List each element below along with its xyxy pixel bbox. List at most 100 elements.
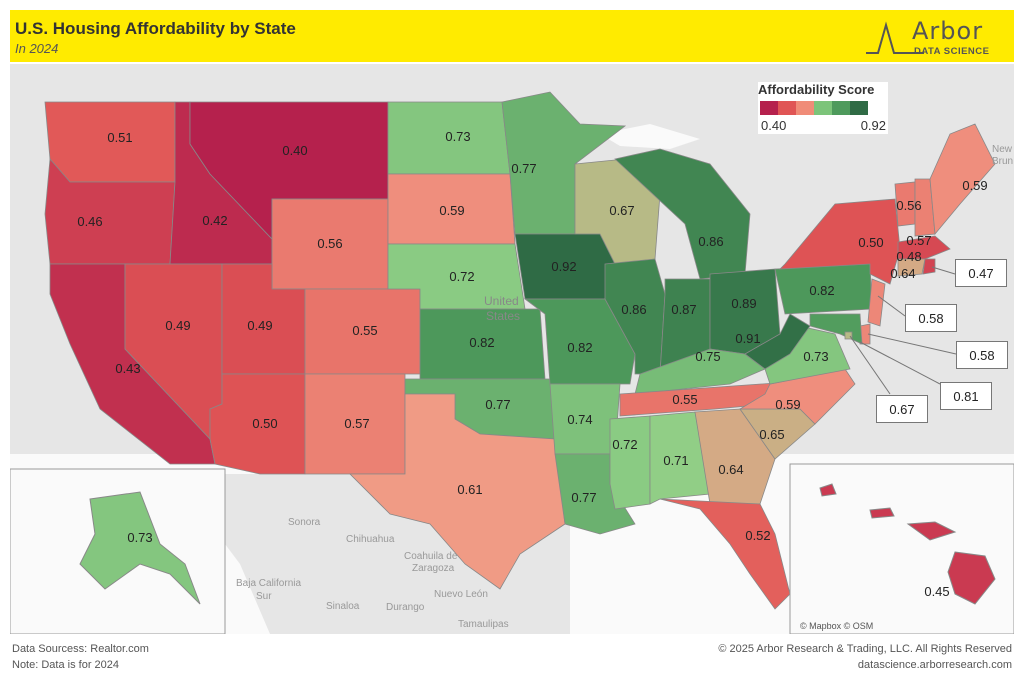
value-label-iowa: 0.92 [551, 259, 577, 274]
value-label-oklahoma: 0.77 [485, 397, 511, 412]
legend-swatch [796, 101, 814, 115]
value-label-vermont: 0.56 [896, 198, 922, 213]
value-label-new-hampshire: 0.57 [906, 233, 932, 248]
map-label-chihuahua: Chihuahua [346, 534, 395, 545]
header-banner: U.S. Housing Affordability by State In 2… [10, 10, 1014, 62]
legend-swatch [760, 101, 778, 115]
value-label-texas: 0.61 [457, 482, 483, 497]
state-hawaii[interactable] [819, 483, 996, 605]
value-label-utah: 0.49 [247, 318, 273, 333]
value-label-michigan: 0.86 [698, 234, 724, 249]
value-label-idaho: 0.42 [202, 213, 228, 228]
value-label-new-mexico: 0.57 [344, 416, 370, 431]
value-label-massachusetts: 0.48 [896, 249, 922, 264]
value-label-mississippi: 0.72 [612, 437, 638, 452]
value-label-illinois: 0.86 [621, 302, 647, 317]
value-label-alaska: 0.73 [127, 530, 153, 545]
value-label-maine: 0.59 [962, 178, 988, 193]
callout-new-jersey: 0.58 [905, 304, 957, 332]
footer-website: datascience.arborresearch.com [857, 659, 1012, 671]
map-label-sinaloa: Sinaloa [326, 601, 360, 612]
value-label-hawaii: 0.45 [924, 584, 950, 599]
map-label-new-bruns: New [992, 144, 1013, 155]
value-label-north-carolina: 0.59 [775, 397, 801, 412]
value-label-missouri: 0.82 [567, 340, 593, 355]
map-label-new-bruns-2: Brun [992, 156, 1014, 167]
value-label-new-york: 0.50 [858, 235, 884, 250]
legend-swatch [778, 101, 796, 115]
value-label-florida: 0.52 [745, 528, 771, 543]
map-label-tamaulipas: Tamaulipas [458, 619, 509, 630]
value-label-north-dakota: 0.73 [445, 129, 471, 144]
state-new-jersey[interactable] [867, 278, 886, 327]
map-label-nuevo-leon: Nuevo León [434, 589, 488, 600]
state-connecticut[interactable] [897, 258, 926, 277]
legend-color-bar [760, 101, 868, 115]
value-label-washington: 0.51 [107, 130, 133, 145]
value-label-wyoming: 0.56 [317, 236, 343, 251]
value-label-virginia: 0.73 [803, 349, 829, 364]
value-label-south-carolina: 0.65 [759, 427, 785, 442]
value-label-tennessee: 0.55 [672, 392, 698, 407]
state-texas[interactable] [349, 393, 566, 590]
map-area[interactable]: United States Sonora Chihuahua Coahuila de Za… [10, 64, 1014, 634]
map-label-durango: Durango [386, 602, 425, 613]
state-alabama[interactable] [649, 411, 711, 505]
value-label-nevada: 0.49 [165, 318, 191, 333]
state-new-york[interactable] [778, 198, 901, 285]
map-label-zaragoza: Zaragoza [412, 563, 455, 574]
map-label-baja: Baja California [236, 578, 302, 589]
state-florida[interactable] [659, 498, 791, 610]
state-north-carolina[interactable] [738, 368, 856, 425]
legend-title: Affordability Score [758, 82, 875, 97]
value-label-wisconsin: 0.67 [609, 203, 635, 218]
callout-delaware: 0.58 [956, 341, 1008, 369]
states-layer [44, 91, 996, 610]
logo-wordmark: Arbor [912, 17, 984, 45]
legend-swatch [832, 101, 850, 115]
arbor-logo: Arbor DATA SCIENCE [864, 15, 994, 59]
footer-copyright: © 2025 Arbor Research & Trading, LLC. Al… [718, 643, 1012, 655]
value-label-california: 0.43 [115, 361, 141, 376]
value-label-indiana: 0.87 [671, 302, 697, 317]
value-label-colorado: 0.55 [352, 323, 378, 338]
map-label-united-states-2: States [486, 309, 521, 323]
state-mississippi[interactable] [609, 415, 651, 510]
legend-swatch [814, 101, 832, 115]
map-label-sur: Sur [256, 591, 272, 602]
value-label-arkansas: 0.74 [567, 412, 593, 427]
callout-district-of-columbia: 0.67 [876, 395, 928, 423]
logo-subtitle: DATA SCIENCE [914, 46, 990, 57]
footer-sources: Data Sourcess: Realtor.com [12, 643, 149, 655]
map-label-sonora: Sonora [288, 517, 321, 528]
value-label-kentucky: 0.75 [695, 349, 721, 364]
value-label-connecticut: 0.64 [890, 266, 916, 281]
state-alaska[interactable] [79, 491, 201, 605]
map-label-attribution: © Mapbox © OSM [800, 621, 874, 631]
state-michigan[interactable] [614, 148, 751, 280]
legend-swatch [850, 101, 868, 115]
page-subtitle: In 2024 [15, 41, 59, 56]
legend-min: 0.40 [761, 118, 787, 133]
map-svg [10, 64, 1014, 634]
state-georgia[interactable] [694, 408, 776, 505]
state-rhode-island[interactable] [922, 258, 936, 275]
state-tennessee[interactable] [619, 381, 791, 417]
map-label-coahuila: Coahuila de [404, 551, 458, 562]
value-label-montana: 0.40 [282, 143, 308, 158]
page-title: U.S. Housing Affordability by State [15, 19, 296, 38]
value-label-minnesota: 0.77 [511, 161, 537, 176]
value-label-south-dakota: 0.59 [439, 203, 465, 218]
footer-note: Note: Data is for 2024 [12, 659, 120, 671]
callout-maryland: 0.81 [940, 382, 992, 410]
map-label-united-states: United [484, 294, 519, 308]
value-label-west-virginia: 0.91 [735, 331, 761, 346]
callout-rhode-island: 0.47 [955, 259, 1007, 287]
state-maine[interactable] [929, 123, 996, 235]
state-massachusetts[interactable] [897, 235, 951, 260]
value-label-kansas: 0.82 [469, 335, 495, 350]
callout-lines [849, 266, 957, 395]
value-label-ohio: 0.89 [731, 296, 757, 311]
value-label-louisiana: 0.77 [571, 490, 597, 505]
logo-tree-icon [866, 21, 924, 54]
